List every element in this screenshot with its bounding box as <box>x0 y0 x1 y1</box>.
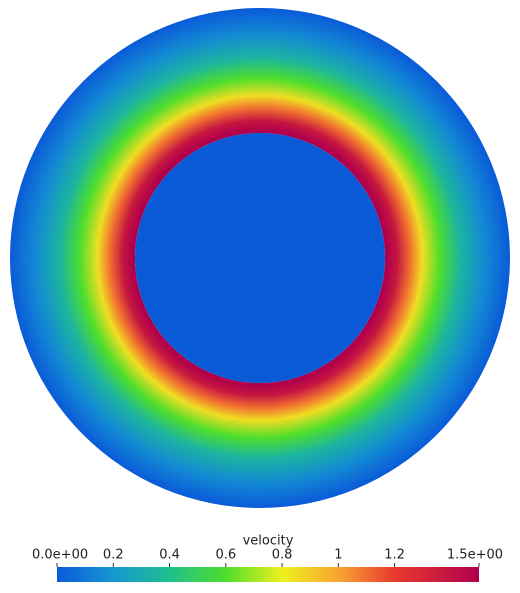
colorbar-tick-label: 1 <box>334 548 342 563</box>
colorbar-tick-label: 0.8 <box>272 548 293 563</box>
colorbar-tick-label: 0.6 <box>215 548 236 563</box>
colorbar-tick-label: 1.5e+00 <box>447 548 503 563</box>
colorbar-tick-label: 0.4 <box>159 548 180 563</box>
colorbar-title: velocity <box>243 534 294 549</box>
colorbar-tick-label: 1.2 <box>384 548 405 563</box>
velocity-field <box>10 8 510 508</box>
colorbar <box>57 567 479 582</box>
colorbar-tick-label: 0.2 <box>103 548 124 563</box>
colorbar-tick-label: 0.0e+00 <box>32 548 88 563</box>
inner-region <box>135 133 385 383</box>
